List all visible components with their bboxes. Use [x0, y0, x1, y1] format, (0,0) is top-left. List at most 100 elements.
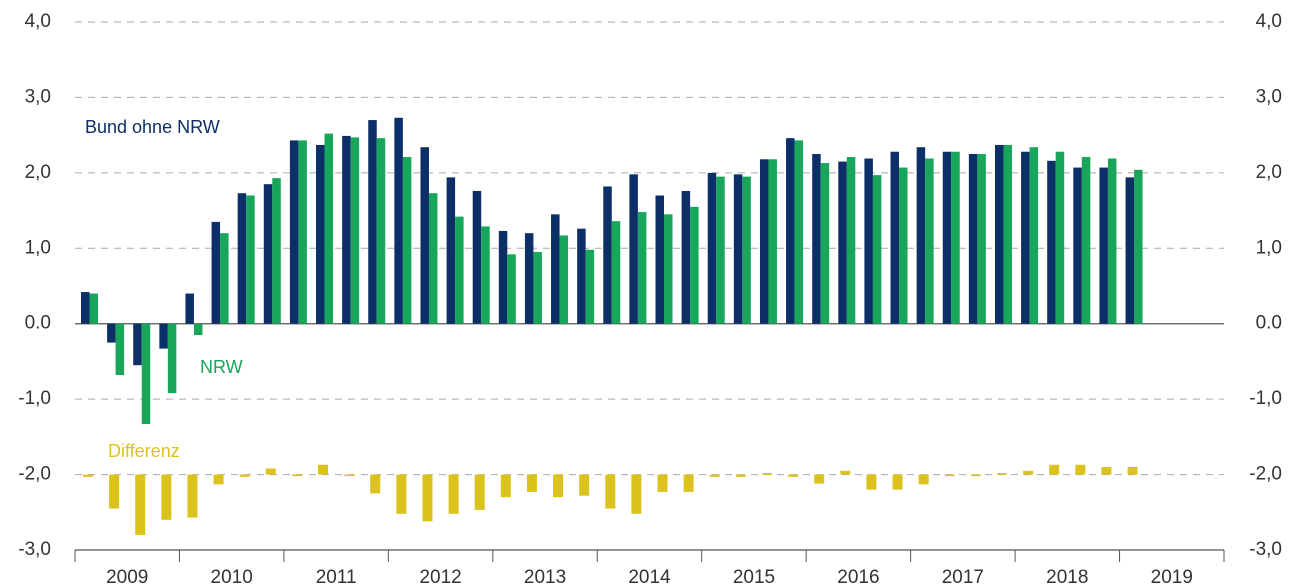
y-tick-label: -3,0 — [18, 539, 51, 560]
bar — [872, 175, 882, 324]
bar — [637, 212, 647, 324]
y2-tick-label: 3,0 — [1256, 86, 1282, 107]
bar — [716, 176, 725, 324]
bar — [683, 474, 694, 492]
series-label: NRW — [200, 357, 243, 377]
bar — [970, 474, 981, 477]
bar — [631, 474, 642, 514]
bar — [655, 195, 664, 324]
bar — [866, 474, 877, 490]
bar — [1081, 157, 1091, 324]
bar — [474, 474, 485, 511]
bar — [298, 140, 307, 324]
bar — [220, 233, 229, 324]
bar — [472, 190, 482, 324]
bar — [246, 195, 255, 324]
bar — [239, 474, 250, 477]
bar — [951, 151, 960, 324]
x-tick-label: 2014 — [628, 567, 671, 588]
x-tick-label: 2010 — [211, 567, 253, 588]
bar — [526, 474, 537, 492]
bar — [603, 186, 612, 324]
bar — [89, 293, 98, 324]
bar — [167, 323, 177, 394]
bar — [611, 221, 621, 324]
bar — [585, 249, 595, 324]
bar — [420, 147, 429, 324]
bar — [840, 470, 851, 475]
bar — [664, 214, 673, 324]
bar — [794, 140, 804, 324]
y2-tick-label: -2,0 — [1249, 464, 1282, 485]
bar — [324, 133, 334, 324]
bar — [681, 190, 691, 324]
bar — [344, 474, 355, 477]
bar — [1107, 158, 1117, 324]
bar — [864, 158, 873, 324]
bar — [788, 474, 799, 477]
bar — [1003, 144, 1012, 324]
bar — [707, 172, 717, 324]
y-tick-label: 4,0 — [25, 11, 51, 32]
x-tick-label: 2013 — [524, 567, 566, 588]
bar — [899, 167, 908, 324]
y-tick-label: 1,0 — [25, 237, 51, 258]
bar — [1127, 467, 1138, 475]
bar — [996, 473, 1007, 475]
bar — [890, 151, 900, 324]
bar — [159, 323, 168, 349]
bar — [109, 474, 120, 509]
bar — [213, 474, 224, 485]
bar — [396, 474, 407, 514]
x-tick-label: 2011 — [316, 567, 357, 588]
bar — [448, 474, 459, 514]
x-tick-label: 2012 — [419, 567, 461, 588]
bar — [81, 292, 90, 324]
bar — [455, 216, 464, 324]
bar — [193, 323, 203, 336]
bar — [265, 468, 276, 475]
bar — [533, 252, 542, 324]
bar — [376, 138, 386, 324]
bar — [161, 474, 172, 520]
y2-tick-label: -3,0 — [1249, 539, 1282, 560]
series-label: Differenz — [108, 441, 180, 461]
y2-tick-label: 4,0 — [1256, 11, 1282, 32]
bar — [735, 474, 746, 477]
bar — [237, 193, 247, 324]
bar — [291, 474, 302, 477]
bar — [1075, 464, 1086, 475]
bar — [918, 474, 929, 485]
y2-tick-label: 2,0 — [1256, 162, 1282, 183]
bar — [107, 323, 116, 343]
y-tick-label: 3,0 — [25, 86, 51, 107]
bar — [709, 474, 720, 477]
bar — [135, 474, 146, 535]
bar — [422, 474, 433, 522]
bar — [786, 138, 795, 324]
bar — [394, 117, 403, 324]
bar — [733, 174, 743, 324]
bar — [892, 474, 903, 490]
bar — [1029, 147, 1039, 324]
bar — [368, 120, 377, 324]
bar — [115, 323, 125, 376]
bar — [133, 323, 142, 366]
bar — [187, 474, 198, 518]
bar — [942, 151, 952, 324]
y-tick-label: 2,0 — [25, 162, 51, 183]
y2-tick-label: 0.0 — [1256, 313, 1282, 334]
x-tick-label: 2019 — [1151, 567, 1193, 588]
bar — [1073, 167, 1082, 324]
bar — [507, 254, 516, 324]
bar — [605, 474, 616, 509]
bar — [211, 221, 221, 324]
bar — [350, 137, 360, 324]
bar — [1055, 151, 1065, 324]
bar — [1023, 470, 1034, 475]
bar — [820, 163, 830, 324]
bar — [289, 140, 299, 324]
bar — [944, 474, 955, 477]
x-tick-label: 2015 — [733, 567, 775, 588]
